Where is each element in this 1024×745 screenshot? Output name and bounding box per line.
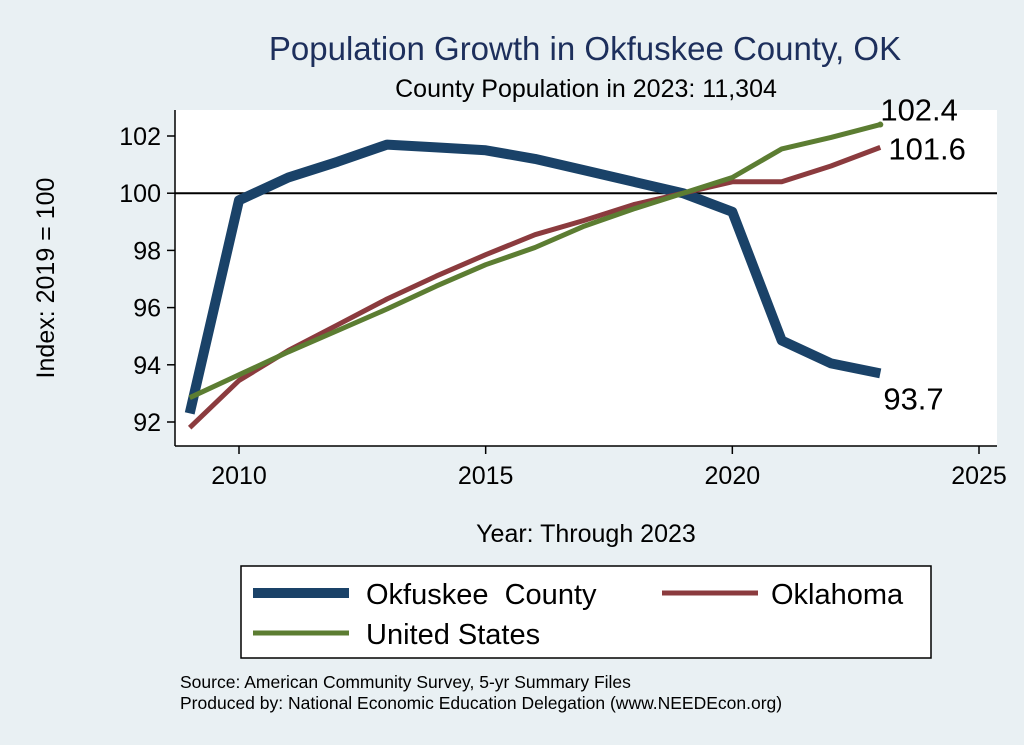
y-tick-label: 96 — [133, 295, 161, 323]
x-tick-label: 2025 — [951, 462, 1007, 490]
legend-label-okfuskee: Okfuskee County — [366, 579, 597, 611]
series-line-okfuskee-county — [184, 139, 882, 415]
legend-label-united-states: United States — [366, 619, 540, 651]
plot-area — [175, 110, 997, 446]
producer-note: Produced by: National Economic Education… — [180, 693, 782, 713]
y-tick-label: 92 — [133, 409, 161, 437]
end-label-united-states: 102.4 — [880, 93, 958, 128]
chart-title: Population Growth in Okfuskee County, OK — [269, 30, 901, 67]
chart-subtitle: County Population in 2023: 11,304 — [395, 75, 777, 103]
x-tick-label: 2010 — [211, 462, 267, 490]
legend-label-oklahoma: Oklahoma — [771, 579, 904, 611]
source-note: Source: American Community Survey, 5-yr … — [180, 672, 631, 692]
end-label-oklahoma: 101.6 — [888, 131, 966, 166]
legend: Okfuskee County Oklahoma United States — [240, 565, 932, 659]
series-endpoint-united-states — [877, 121, 884, 128]
series-line-oklahoma — [187, 145, 882, 430]
x-tick-label: 2015 — [458, 462, 514, 490]
y-tick-label: 98 — [133, 237, 161, 265]
y-axis-title: Index: 2019 = 100 — [32, 178, 60, 379]
x-axis-title: Year: Through 2023 — [476, 520, 696, 548]
series-lines — [184, 121, 884, 430]
axes: 92 94 96 98 100 102 2010 2015 2020 2025 — [119, 110, 1007, 490]
y-tick-label: 94 — [133, 352, 161, 380]
end-label-okfuskee-county: 93.7 — [883, 381, 943, 416]
y-tick-label: 100 — [119, 180, 161, 208]
legend-box — [240, 565, 932, 659]
x-tick-label: 2020 — [705, 462, 761, 490]
y-tick-label: 102 — [119, 123, 161, 151]
series-line-united-states — [188, 122, 881, 400]
